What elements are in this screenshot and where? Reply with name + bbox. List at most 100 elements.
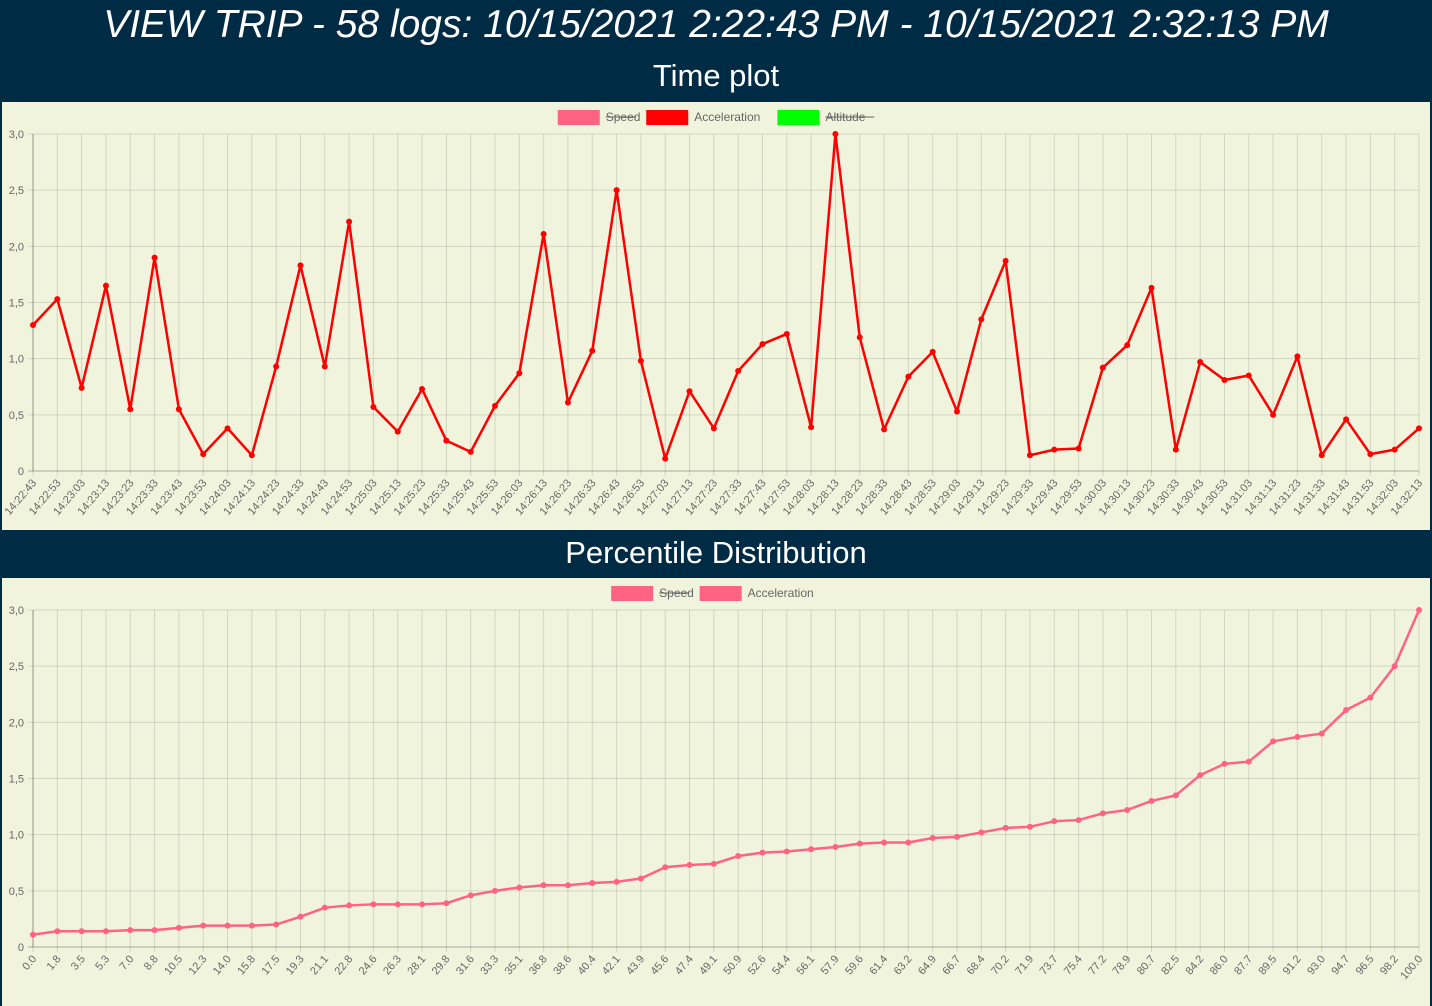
x-tick-label: 59.6 [843, 953, 866, 977]
data-point [1294, 353, 1301, 360]
x-tick-label: 5.3 [93, 953, 112, 972]
data-point [564, 882, 571, 889]
data-point [564, 399, 571, 406]
percentile-chart: 0 0,5 1,0 1,5 2,0 2,5 3,0 0.0 1.8 3.5 5.3 7.0 8.8 10.… [9, 586, 1425, 982]
data-point [200, 922, 207, 929]
data-point [905, 839, 912, 846]
time-plot-heading: Time plot [652, 58, 780, 93]
legend-item-acceleration[interactable]: Acceleration [699, 586, 814, 601]
data-point [467, 448, 474, 455]
data-point [1367, 451, 1374, 458]
legend-item-speed[interactable]: Speed [611, 586, 694, 601]
data-point [419, 901, 426, 908]
y-tick-label: 1,0 [9, 354, 24, 366]
x-tick-label: 19.3 [284, 953, 307, 977]
data-point [881, 426, 888, 433]
data-point [419, 385, 426, 392]
data-point [1124, 342, 1131, 349]
x-tick-label: 1.8 [45, 953, 64, 972]
x-tick-label: 77.2 [1086, 953, 1109, 977]
x-tick-label: 71.9 [1013, 953, 1036, 977]
data-point [1245, 758, 1252, 765]
legend-item-speed[interactable]: Speed [557, 110, 641, 125]
x-tick-label: 14.0 [211, 953, 234, 977]
data-point [1270, 738, 1277, 745]
data-point [1221, 377, 1228, 384]
x-tick-label: 38.6 [551, 953, 574, 977]
x-tick-label: 33.3 [478, 953, 501, 977]
data-point [832, 844, 839, 851]
data-point [1002, 257, 1009, 264]
data-point [248, 922, 255, 929]
x-tick-label: 78.9 [1111, 953, 1134, 977]
data-point [1391, 446, 1398, 453]
x-tick-label: 3.5 [69, 953, 88, 972]
legend-item-acceleration[interactable]: Acceleration [646, 110, 760, 125]
data-point [1197, 359, 1204, 366]
y-tick-label: 1,5 [9, 298, 24, 310]
data-point [978, 316, 985, 323]
x-tick-label: 12.3 [187, 953, 210, 977]
data-point [1172, 792, 1179, 799]
y-tick-label: 3,0 [9, 129, 24, 141]
data-point [783, 848, 790, 855]
series-line-acceleration [32, 132, 1420, 460]
percentile-heading: Percentile Distribution [565, 535, 867, 570]
data-point [273, 921, 280, 928]
data-point [492, 887, 498, 894]
x-tick-label: 49.1 [697, 953, 720, 977]
x-tick-label: 7.0 [118, 953, 137, 972]
x-tick-label: 100.0 [1398, 953, 1425, 982]
x-tick-label: 28.1 [405, 953, 428, 977]
legend-item-altitude[interactable]: Altitude [777, 110, 875, 125]
data-point [589, 347, 596, 354]
x-tick-label: 36.8 [527, 953, 550, 977]
data-point [127, 927, 134, 934]
data-point [662, 864, 669, 871]
data-point [929, 348, 936, 355]
time-plot-chart: 00,51,01,52,02,53,014:22:4314:22:5314:23… [3, 110, 1425, 518]
data-point [1124, 806, 1131, 813]
x-tick-label: 93.0 [1305, 953, 1328, 977]
data-point [589, 879, 596, 886]
data-point [808, 424, 815, 431]
data-point [710, 860, 717, 867]
x-tick-label: 68.4 [965, 953, 988, 977]
data-point [224, 425, 231, 432]
x-tick-label: 15.8 [235, 953, 258, 977]
data-point [1099, 364, 1106, 371]
data-point [613, 878, 620, 885]
x-tick-label: 45.6 [649, 953, 672, 977]
data-point [394, 901, 401, 908]
x-tick-label: 0.0 [20, 953, 39, 972]
x-tick-label: 57.9 [819, 953, 842, 977]
data-point [1002, 824, 1009, 831]
data-point [443, 437, 450, 444]
data-point [637, 357, 644, 364]
data-point [540, 230, 547, 237]
series-line-acceleration [32, 609, 1421, 936]
x-tick-label: 94.7 [1329, 953, 1352, 977]
data-point [321, 363, 328, 370]
data-point [978, 829, 985, 836]
data-point [102, 928, 109, 935]
x-tick-label: 87.7 [1232, 953, 1255, 977]
data-point [759, 849, 766, 856]
data-point [1172, 446, 1179, 453]
data-point [78, 928, 85, 935]
y-tick-label: 0,5 [9, 410, 24, 422]
x-tick-label: 75.4 [1062, 953, 1085, 977]
data-point [1075, 817, 1082, 824]
data-point [370, 403, 377, 410]
data-point [1318, 452, 1325, 459]
data-point [759, 341, 766, 348]
grid [28, 133, 1420, 476]
x-tick-label: 91.2 [1281, 953, 1304, 977]
x-tick-label: 42.1 [600, 953, 623, 977]
data-point [102, 282, 109, 289]
data-point [370, 901, 377, 908]
y-tick-label: 2,5 [9, 185, 24, 197]
data-point [1026, 452, 1033, 459]
x-tick-label: 35.1 [503, 953, 526, 977]
data-point [929, 835, 936, 842]
